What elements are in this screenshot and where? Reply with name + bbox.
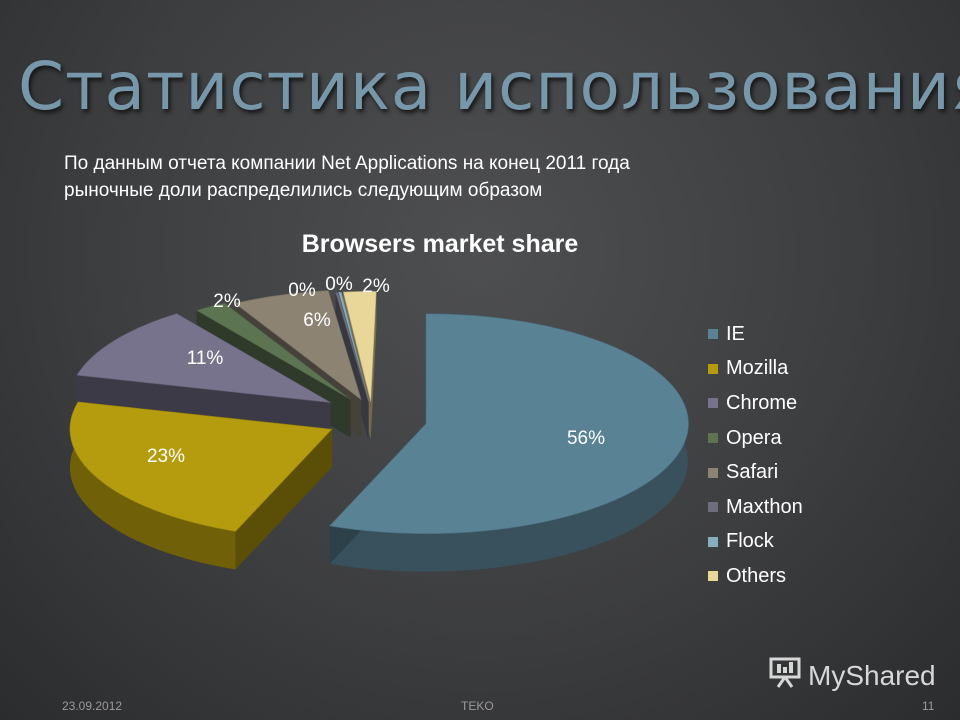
pie-slice-top xyxy=(335,291,369,402)
legend-label: Safari xyxy=(726,461,779,484)
slide-subtitle: По данным отчета компании Net Applicatio… xyxy=(64,150,824,204)
footer-center-text: TEKO xyxy=(461,699,494,713)
data-label-maxthon: 0% xyxy=(288,280,316,301)
legend-item-chrome: Chrome xyxy=(708,386,803,421)
legend-swatch xyxy=(708,536,718,547)
legend-item-flock: Flock xyxy=(708,525,803,560)
pie-slice-mozilla xyxy=(69,401,333,570)
legend-label: Opera xyxy=(726,426,782,449)
pie-slice-top xyxy=(195,302,351,400)
legend-item-opera: Opera xyxy=(708,421,803,456)
legend-swatch xyxy=(708,433,718,444)
brand-name: MyShared xyxy=(808,659,936,691)
pie-slice-side xyxy=(69,401,236,570)
data-label-ie: 56% xyxy=(567,428,605,449)
data-label-opera: 2% xyxy=(213,291,241,312)
legend-swatch xyxy=(708,363,718,374)
presentation-screen-icon xyxy=(768,655,802,696)
legend-label: Flock xyxy=(726,530,774,553)
slide-title: Статистика использования xyxy=(18,48,960,125)
legend-label: Others xyxy=(726,564,787,587)
legend-swatch xyxy=(708,571,718,582)
legend-item-ie: IE xyxy=(708,317,803,352)
chart-legend: IE Mozilla Chrome Opera Safari Maxthon Flock Ot… xyxy=(708,317,803,594)
data-label-safari: 6% xyxy=(303,310,331,331)
pie-slice-top xyxy=(234,290,362,401)
legend-swatch xyxy=(708,467,718,478)
legend-item-safari: Safari xyxy=(708,455,803,490)
data-label-mozilla: 23% xyxy=(147,446,185,467)
pie-slice-top xyxy=(76,313,331,403)
data-label-others: 2% xyxy=(362,276,390,297)
brand-logo: MyShared xyxy=(768,655,936,696)
subtitle-line-1: По данным отчета компании Net Applicatio… xyxy=(64,153,630,174)
subtitle-line-2: рыночные доли распределились следующим о… xyxy=(64,180,543,201)
footer-date: 23.09.2012 xyxy=(62,699,123,713)
data-label-flock: 0% xyxy=(325,274,353,295)
pie-slice-face xyxy=(370,291,377,440)
pie-slice-top xyxy=(343,291,377,402)
legend-swatch xyxy=(708,329,718,340)
footer-page-number: 11 xyxy=(922,699,935,713)
legend-swatch xyxy=(708,502,718,513)
pie-slice-top xyxy=(328,313,689,534)
chart-title: Browsers market share xyxy=(301,230,579,258)
pie-slice-top xyxy=(69,401,333,532)
legend-item-mozilla: Mozilla xyxy=(708,352,803,387)
legend-label: IE xyxy=(726,322,745,345)
legend-item-others: Others xyxy=(708,559,803,594)
legend-label: Chrome xyxy=(726,391,798,414)
legend-label: Mozilla xyxy=(726,357,789,380)
legend-item-maxthon: Maxthon xyxy=(708,490,803,525)
legend-label: Maxthon xyxy=(726,495,803,518)
pie-slice-ie xyxy=(328,313,689,572)
data-label-chrome: 11% xyxy=(187,348,224,369)
legend-swatch xyxy=(708,398,718,409)
